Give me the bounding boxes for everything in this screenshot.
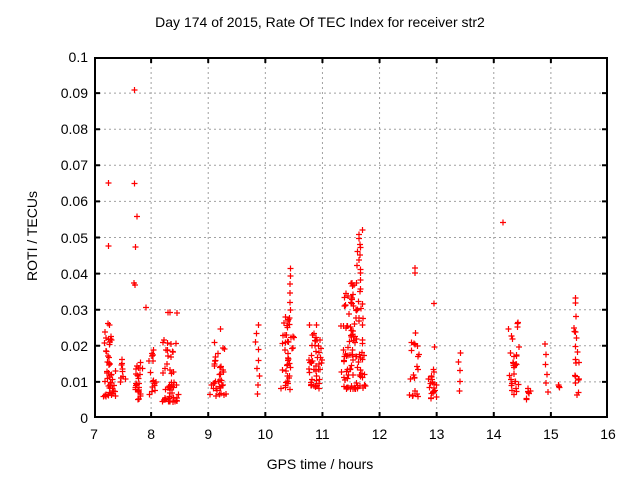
plot-border <box>94 57 608 418</box>
y-tick-label: 0.07 <box>60 157 88 174</box>
x-tick-label: 11 <box>315 426 330 442</box>
y-tick-label: 0 <box>80 410 88 426</box>
x-axis-title: GPS time / hours <box>266 456 374 472</box>
y-tick-label: 0.08 <box>60 121 88 138</box>
x-tick-label: 16 <box>600 426 616 442</box>
axis-tick-marks <box>94 57 608 418</box>
chart-title: Day 174 of 2015, Rate Of TEC Index for r… <box>155 14 485 30</box>
y-tick-label: 0.04 <box>60 265 88 282</box>
x-tick-label: 12 <box>371 426 388 442</box>
y-tick-label: 0.03 <box>60 301 88 318</box>
grid-lines <box>94 57 608 418</box>
y-tick-label: 0.09 <box>60 85 88 102</box>
x-tick-label: 13 <box>428 426 445 442</box>
x-tick-label: 14 <box>485 426 502 442</box>
x-tick-label: 15 <box>543 426 559 442</box>
y-tick-label: 0.01 <box>60 373 88 390</box>
y-tick-label: 0.02 <box>60 337 88 354</box>
plot-area <box>94 57 608 418</box>
x-tick-label: 7 <box>90 426 98 442</box>
y-tick-label: 0.1 <box>68 49 88 65</box>
scatter-points <box>100 87 582 405</box>
y-tick-label: 0.06 <box>60 193 88 210</box>
x-tick-label: 8 <box>147 426 155 442</box>
x-tick-label: 10 <box>257 426 274 442</box>
x-tick-label: 9 <box>204 426 213 442</box>
y-tick-label: 0.05 <box>60 229 88 246</box>
